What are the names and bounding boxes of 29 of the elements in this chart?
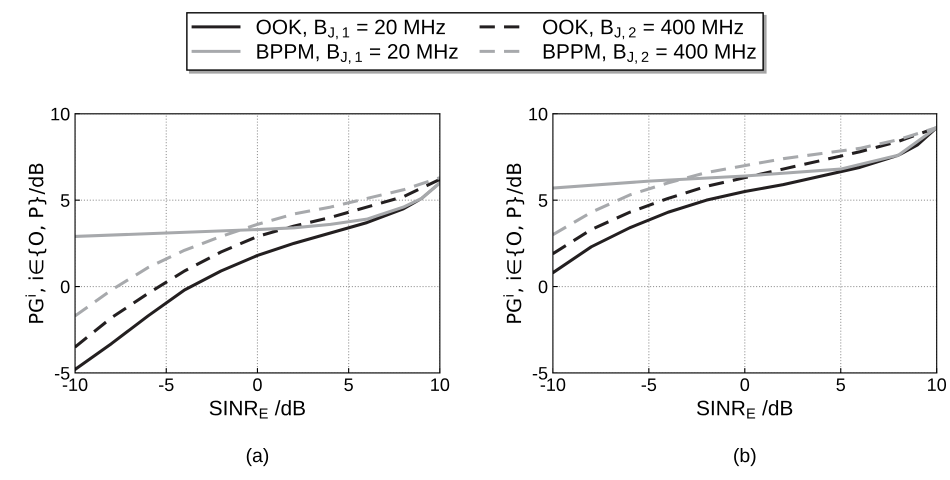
x-tick-label: -10 [62, 378, 88, 392]
legend-label: BPPM, B$_{J,1}$ = 20 MHz [257, 44, 458, 64]
legend-label: OOK, B$_{J,1}$ = 20 MHz [256, 20, 445, 40]
x-tick-label: 10 [431, 378, 450, 392]
y-tick-label: 5 [60, 194, 70, 207]
text: (a) [246, 448, 268, 466]
x-tick-label: -5 [159, 378, 174, 392]
x-axis-title: SINR$_{E}$ /dB [210, 400, 305, 418]
x-tick-label: 0 [253, 378, 262, 392]
y-axis-title: PG$^{i}$, i∈{O, P}/dB [25, 164, 46, 323]
line-series [75, 176, 440, 318]
x-tick-label: 5 [344, 378, 353, 392]
y-tick-label: 10 [529, 108, 548, 120]
x-tick-label: 5 [836, 378, 846, 392]
y-tick-label: 10 [51, 108, 70, 120]
x-tick-label: -5 [642, 378, 656, 392]
text: (b) [734, 448, 756, 466]
y-tick-label: -5 [532, 367, 548, 380]
legend-label: OOK, B$_{J,2}$ = 400 MHz [543, 20, 743, 40]
y-tick-label: 0 [60, 280, 70, 294]
y-axis-title: PG$^{i}$, i∈{O, P}/dB [503, 164, 524, 323]
x-tick-label: 0 [740, 378, 750, 392]
y-tick-label: 0 [538, 280, 548, 294]
x-tick-label: 10 [928, 378, 946, 392]
y-tick-label: -5 [54, 367, 70, 380]
x-tick-label: -10 [540, 378, 566, 392]
x-axis-title: SINR$_{E}$ /dB [696, 400, 792, 418]
y-tick-label: 5 [538, 194, 548, 207]
legend-label: BPPM, B$_{J,2}$ = 400 MHz [544, 44, 756, 64]
